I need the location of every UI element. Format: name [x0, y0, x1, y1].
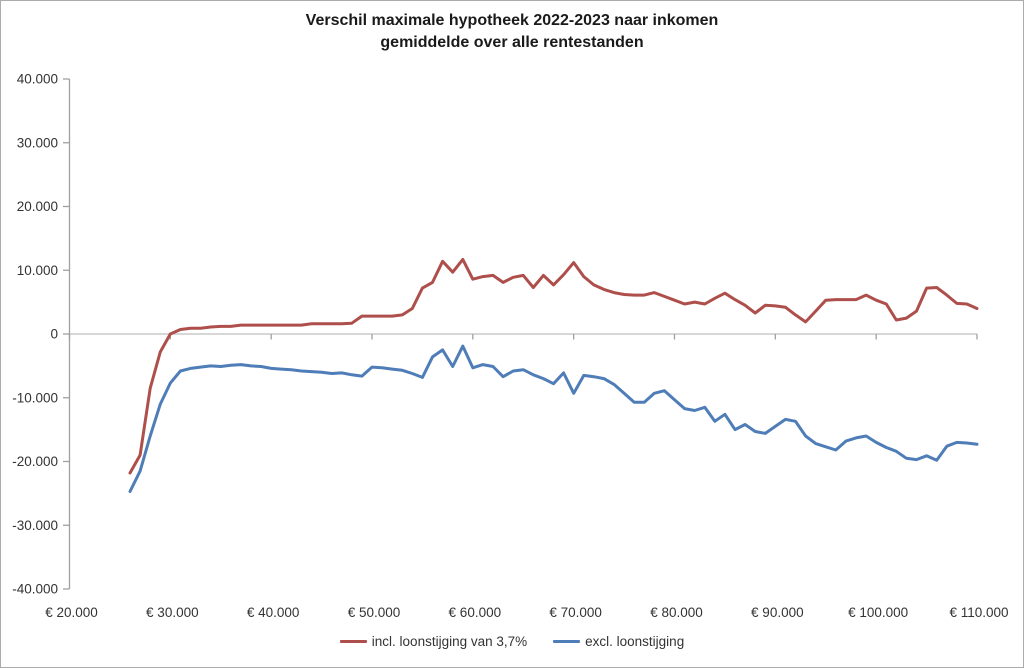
- y-tick-label: -20.000: [12, 454, 58, 469]
- x-tick-label: € 70.000: [549, 605, 602, 620]
- chart-legend: incl. loonstijging van 3,7% excl. loonst…: [1, 634, 1023, 649]
- x-tick-label: € 110.000: [949, 605, 1008, 620]
- x-tick-label: € 20.000: [45, 605, 98, 620]
- legend-label-incl: incl. loonstijging van 3,7%: [371, 634, 528, 649]
- chart-title: Verschil maximale hypotheek 2022-2023 na…: [305, 12, 719, 29]
- series-line-incl-loonstijging: [128, 257, 979, 475]
- legend-label-excl: excl. loonstijging: [585, 634, 685, 649]
- y-tick-label: -40.000: [12, 582, 58, 597]
- x-tick-label: € 100.000: [848, 605, 908, 620]
- y-tick-label: 20.000: [17, 199, 58, 214]
- chart-title-block: Verschil maximale hypotheek 2022-2023 na…: [1, 10, 1023, 54]
- excl-series-swatch: [553, 640, 581, 643]
- x-tick-label: € 80.000: [650, 605, 703, 620]
- incl-series-swatch: [339, 640, 367, 643]
- y-tick-label: -30.000: [12, 518, 58, 533]
- legend-item-incl: incl. loonstijging van 3,7%: [339, 634, 528, 649]
- x-tick-label: € 90.000: [751, 605, 804, 620]
- x-tick-label: € 60.000: [449, 605, 502, 620]
- x-tick-label: € 40.000: [247, 605, 300, 620]
- x-tick-label: € 50.000: [348, 605, 401, 620]
- y-tick-label: -10.000: [12, 390, 58, 405]
- y-tick-label: 40.000: [17, 72, 58, 87]
- y-tick-label: 30.000: [17, 135, 58, 150]
- chart-subtitle: gemiddelde over alle rentestanden: [380, 34, 644, 51]
- series-line-excl-loonstijging: [128, 344, 979, 493]
- legend-item-excl: excl. loonstijging: [553, 634, 684, 649]
- x-tick-label: € 30.000: [146, 605, 199, 620]
- y-tick-label: 10.000: [17, 263, 58, 278]
- y-tick-label: 0: [50, 327, 58, 342]
